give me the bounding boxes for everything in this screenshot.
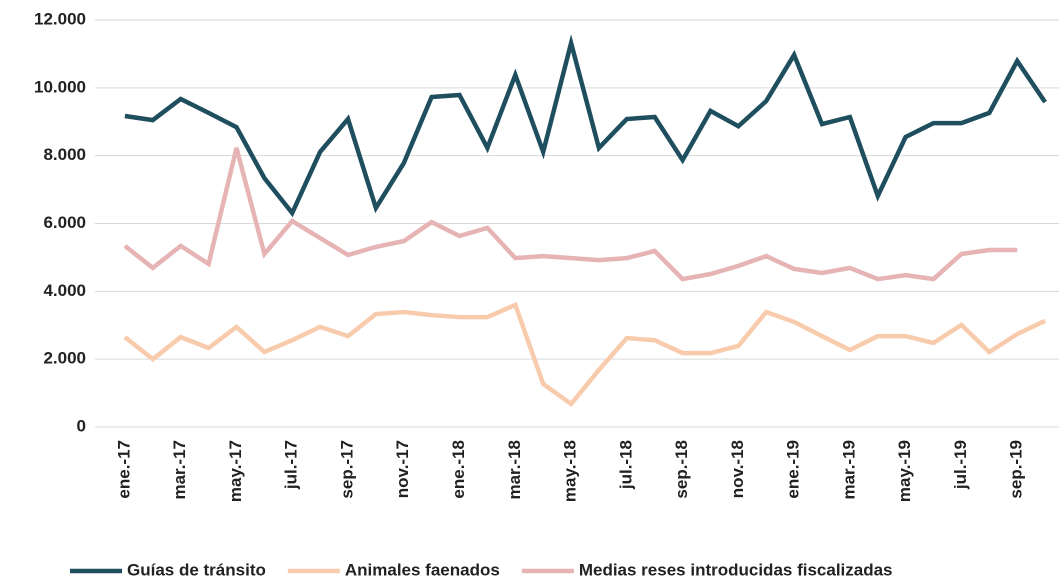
x-tick-label: mar.-17 bbox=[170, 440, 189, 500]
y-tick-label: 6.000 bbox=[43, 213, 86, 232]
y-tick-label: 12.000 bbox=[34, 9, 86, 28]
y-tick-label: 2.000 bbox=[43, 349, 86, 368]
line-series bbox=[124, 34, 1047, 218]
x-tick-label: ene.-18 bbox=[449, 440, 468, 499]
x-tick-label: jul.-17 bbox=[282, 440, 301, 490]
y-tick-label: 8.000 bbox=[43, 145, 86, 164]
x-tick-label: sep.-19 bbox=[1007, 440, 1026, 499]
x-tick-label: ene.-17 bbox=[114, 440, 133, 499]
y-tick-label: 4.000 bbox=[43, 281, 86, 300]
y-tick-label: 0 bbox=[77, 416, 86, 435]
legend-label: Animales faenados bbox=[345, 560, 500, 579]
x-tick-label: may.-18 bbox=[561, 440, 580, 502]
x-tick-label: mar.-18 bbox=[505, 440, 524, 500]
x-tick-label: may.-17 bbox=[226, 440, 245, 502]
x-tick-label: may.-19 bbox=[895, 440, 914, 502]
x-tick-label: ene.-19 bbox=[784, 440, 803, 499]
x-tick-label: mar.-19 bbox=[839, 440, 858, 500]
x-tick-label: nov.-18 bbox=[728, 440, 747, 498]
x-tick-label: sep.-17 bbox=[337, 440, 356, 499]
line-series bbox=[123, 147, 1018, 282]
x-tick-label: jul.-18 bbox=[616, 440, 635, 490]
legend-label: Guías de tránsito bbox=[127, 560, 266, 579]
x-tick-label: nov.-17 bbox=[393, 440, 412, 498]
x-tick-label: jul.-19 bbox=[951, 440, 970, 490]
line-series bbox=[123, 301, 1047, 407]
x-tick-label: sep.-18 bbox=[672, 440, 691, 499]
legend-label: Medias reses introducidas fiscalizadas bbox=[579, 560, 893, 579]
y-tick-label: 10.000 bbox=[34, 77, 86, 96]
